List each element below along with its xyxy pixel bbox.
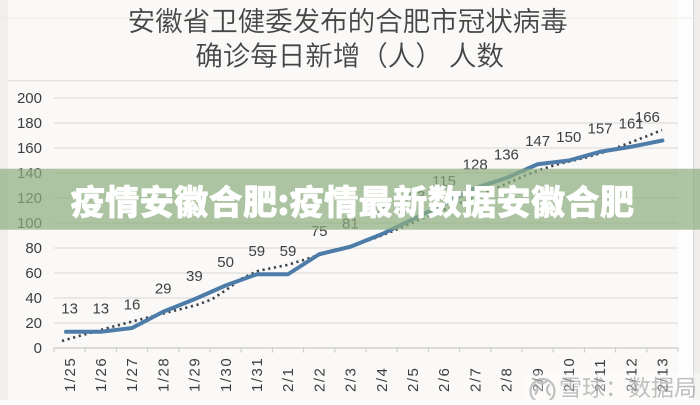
svg-text:13: 13 xyxy=(92,300,109,317)
svg-text:2/10: 2/10 xyxy=(561,357,578,392)
svg-text:1/29: 1/29 xyxy=(187,357,204,392)
svg-text:1/30: 1/30 xyxy=(218,357,235,392)
svg-text:2/4: 2/4 xyxy=(374,367,391,392)
svg-text:60: 60 xyxy=(25,265,42,282)
svg-text:2/3: 2/3 xyxy=(343,367,360,392)
svg-text:59: 59 xyxy=(248,243,265,260)
svg-text:200: 200 xyxy=(17,90,42,107)
svg-text:2/6: 2/6 xyxy=(436,367,453,392)
svg-text:147: 147 xyxy=(525,133,550,150)
svg-text:1/28: 1/28 xyxy=(155,357,172,392)
svg-text:1/25: 1/25 xyxy=(62,357,79,392)
svg-text:80: 80 xyxy=(25,240,42,257)
svg-text:157: 157 xyxy=(587,120,612,137)
svg-text:1/26: 1/26 xyxy=(93,357,110,392)
svg-text:166: 166 xyxy=(635,109,660,126)
svg-text:1/31: 1/31 xyxy=(249,357,266,392)
svg-text:20: 20 xyxy=(25,315,42,332)
svg-text:2/5: 2/5 xyxy=(405,367,422,392)
svg-text:59: 59 xyxy=(280,243,297,260)
svg-text:13: 13 xyxy=(61,300,78,317)
svg-text:2/1: 2/1 xyxy=(280,367,297,392)
svg-text:29: 29 xyxy=(155,280,172,297)
svg-text:0: 0 xyxy=(34,340,42,357)
svg-text:160: 160 xyxy=(17,140,42,157)
svg-text:180: 180 xyxy=(17,115,42,132)
svg-text:16: 16 xyxy=(124,297,141,314)
svg-text:1/27: 1/27 xyxy=(124,357,141,392)
svg-text:2/2: 2/2 xyxy=(311,367,328,392)
svg-text:150: 150 xyxy=(556,129,581,146)
svg-text:136: 136 xyxy=(494,147,519,164)
svg-text:50: 50 xyxy=(217,254,234,271)
svg-text:39: 39 xyxy=(186,268,203,285)
svg-text:161: 161 xyxy=(619,115,644,132)
svg-text:2/7: 2/7 xyxy=(467,367,484,392)
svg-text:40: 40 xyxy=(25,290,42,307)
svg-text:2/8: 2/8 xyxy=(499,367,516,392)
